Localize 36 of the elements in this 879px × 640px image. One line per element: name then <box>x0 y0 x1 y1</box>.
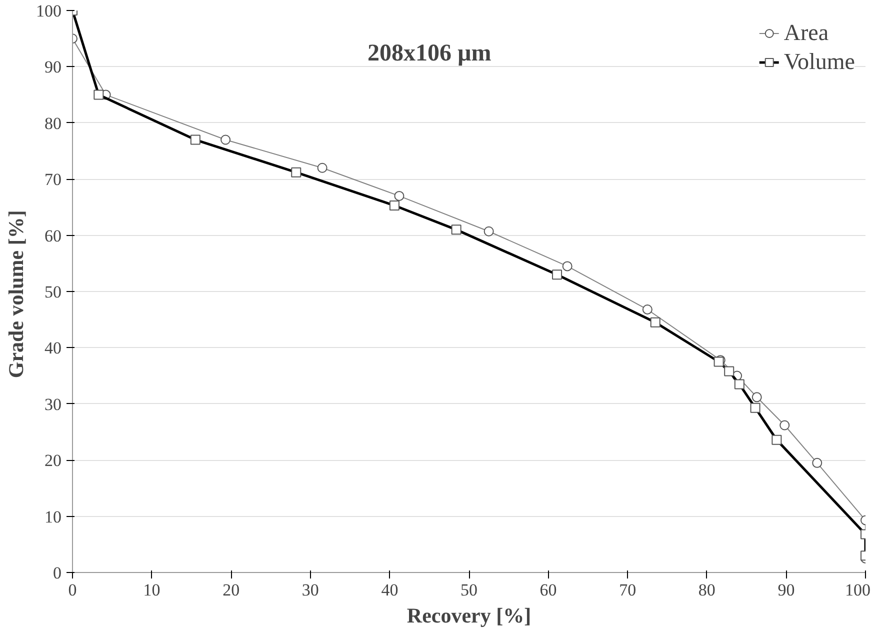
y-tick-label: 50 <box>44 282 62 302</box>
y-tick-label: 0 <box>53 564 62 582</box>
x-tick-label: 40 <box>381 580 398 600</box>
point <box>812 458 822 468</box>
y-tick-label: 60 <box>44 226 62 246</box>
point <box>317 162 328 173</box>
legend-label: Area <box>784 20 829 46</box>
y-tick-label: 100 <box>36 2 62 20</box>
x-tick-label: 100 <box>845 580 870 600</box>
x-tick-label: 90 <box>778 580 795 600</box>
annotation: 208x106 µm <box>367 40 492 67</box>
x-tick-label: 30 <box>302 580 319 600</box>
x-tick-label: 20 <box>222 580 240 600</box>
y-tick-label: 70 <box>44 170 62 190</box>
x-tick-label: 10 <box>143 580 160 600</box>
x-tick-label: 80 <box>698 580 716 600</box>
point <box>394 190 404 201</box>
y-tick-label: 90 <box>44 58 62 77</box>
point <box>562 261 572 272</box>
x-tick-label: 60 <box>540 580 557 600</box>
y-tick-label: 40 <box>44 338 62 358</box>
x-axis-title: Recovery [%] <box>406 604 532 628</box>
point <box>642 304 652 314</box>
y-tick-label: 10 <box>44 507 62 526</box>
legend-label: Volume <box>784 49 855 75</box>
point <box>752 392 762 402</box>
point <box>484 226 494 236</box>
x-tick-label: 70 <box>619 580 636 600</box>
y-tick-label: 80 <box>44 114 62 133</box>
point <box>220 134 231 145</box>
y-axis-title: Grade volume [%] <box>4 210 28 378</box>
x-tick-label: 0 <box>68 580 77 600</box>
point <box>780 420 790 430</box>
y-tick-label: 20 <box>44 451 62 470</box>
x-tick-label: 50 <box>460 580 478 600</box>
y-tick-label: 30 <box>44 394 62 414</box>
